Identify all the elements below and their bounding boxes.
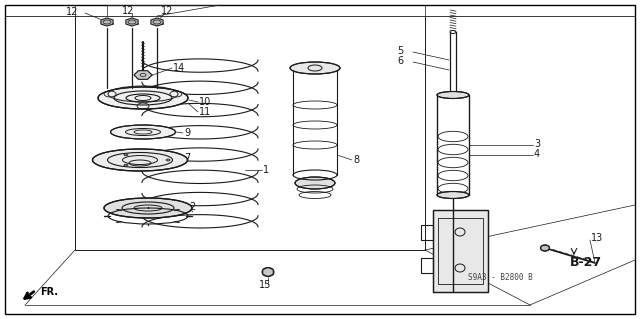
Ellipse shape (93, 149, 188, 171)
Text: 13: 13 (591, 233, 604, 243)
Text: 12: 12 (122, 6, 134, 16)
Text: 7: 7 (184, 153, 190, 163)
Text: 12: 12 (66, 7, 78, 17)
Bar (438, 218, 483, 284)
Ellipse shape (290, 62, 340, 74)
Ellipse shape (437, 191, 469, 198)
Polygon shape (134, 71, 152, 79)
Text: 4: 4 (534, 149, 540, 159)
Ellipse shape (437, 92, 469, 99)
Text: 2: 2 (189, 202, 195, 212)
Bar (433, 210, 488, 292)
Text: 3: 3 (534, 139, 540, 149)
Polygon shape (126, 18, 138, 26)
Bar (421, 258, 433, 273)
Polygon shape (101, 18, 113, 26)
Text: FR.: FR. (40, 287, 58, 297)
Bar (421, 225, 433, 240)
Ellipse shape (166, 159, 170, 161)
Polygon shape (151, 18, 163, 26)
Text: 10: 10 (199, 97, 211, 107)
Text: S9A3 - B2800 B: S9A3 - B2800 B (468, 273, 532, 283)
Text: 1: 1 (263, 165, 269, 175)
Text: 6: 6 (397, 56, 403, 66)
Ellipse shape (541, 245, 550, 251)
Ellipse shape (98, 87, 188, 109)
Text: 5: 5 (397, 46, 403, 56)
Ellipse shape (295, 177, 335, 189)
Text: 15: 15 (259, 280, 271, 290)
Ellipse shape (124, 154, 128, 156)
Text: 11: 11 (199, 107, 211, 117)
Text: 14: 14 (173, 63, 185, 73)
Bar (433, 210, 488, 292)
Ellipse shape (111, 125, 175, 139)
Ellipse shape (124, 164, 128, 166)
Text: 9: 9 (184, 128, 190, 138)
Text: 12: 12 (161, 6, 173, 16)
Ellipse shape (104, 198, 192, 218)
Text: B-27: B-27 (570, 256, 602, 270)
Ellipse shape (262, 268, 274, 277)
Text: 8: 8 (353, 155, 359, 165)
